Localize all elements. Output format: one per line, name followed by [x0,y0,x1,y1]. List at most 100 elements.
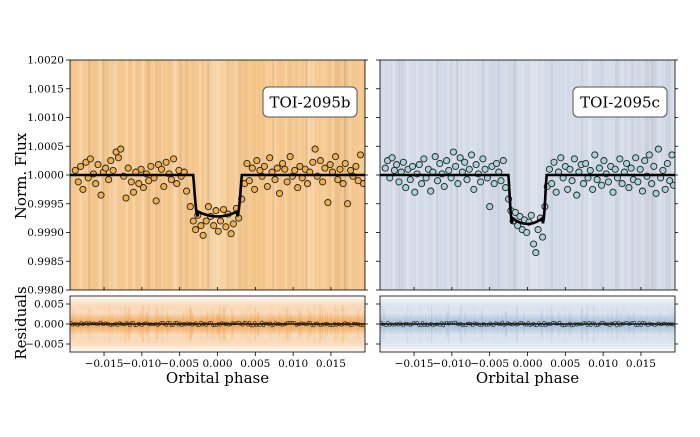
main-ytick-label: 1.0010 [27,112,64,124]
flux-point [390,166,398,174]
transit-model-curve [380,173,675,226]
flux-point [408,162,417,170]
flux-point [321,164,329,172]
flux-point [427,187,435,195]
flux-point [566,165,574,173]
flux-point [352,162,360,170]
xtick-label: 0.010 [278,358,308,370]
flux-point [253,157,261,165]
flux-point [109,166,117,174]
flux-point [222,223,230,231]
flux-point [326,161,334,169]
main-ytick-label: 1.0005 [27,141,64,153]
flux-point [548,180,556,188]
flux-point [418,180,426,188]
flux-point [227,230,235,238]
flux-point [92,180,100,188]
flux-point [388,154,396,162]
flux-point [77,162,85,170]
flux-point [598,181,606,189]
residual-point [500,320,504,325]
main-ytick-label: 0.9985 [27,256,64,268]
flux-point [160,182,168,191]
flux-point [74,178,82,186]
flux-point [668,151,675,159]
flux-point [359,180,365,188]
flux-point [204,203,212,211]
flux-point [210,222,218,230]
flux-point [189,217,197,225]
xtick-label: 0.015 [626,358,656,370]
flux-point [650,162,658,170]
flux-point [420,155,428,163]
flux-point [652,189,660,197]
flux-point [411,188,419,196]
residual-point [251,323,255,328]
flux-point [339,180,347,188]
flux-point [654,145,662,153]
flux-point [402,184,410,192]
flux-point [516,212,524,220]
flux-point [433,177,442,185]
flux-point [129,188,138,196]
flux-point [604,178,612,186]
flux-point [669,181,675,189]
residual-point [260,320,264,325]
flux-point [472,161,480,169]
flux-point [618,180,626,188]
xtick-label: 0.005 [240,358,270,370]
flux-point [245,177,253,185]
xtick-label: −0.005 [160,358,199,370]
flux-point [586,166,594,174]
flux-point [122,194,130,202]
flux-point [296,162,304,170]
flux-point [532,249,540,257]
flux-point [243,159,251,168]
flux-point [589,185,597,193]
flux-point [336,165,344,173]
flux-point [609,188,617,196]
xtick-label: −0.010 [122,358,161,370]
flux-point [591,151,599,159]
flux-point [220,205,228,214]
flux-point [186,203,194,211]
flux-point [137,165,145,173]
flux-point [281,165,289,173]
flux-point [117,145,125,153]
flux-point [666,177,674,185]
flux-point [636,165,644,173]
flux-point [192,226,200,234]
flux-point [406,176,414,184]
flux-point [279,159,287,168]
flux-point [616,155,624,163]
flux-point [593,176,601,184]
planet-label-box [572,86,668,118]
xtick-label: −0.005 [470,358,509,370]
panel-toi-2095b: 0.9980 0.9985 0.9990 0.9995 1.0000 1.0005 1.00… [25,55,368,387]
flux-point [634,178,642,186]
flux-point [127,178,135,186]
flux-point [395,178,403,186]
flux-point [107,157,115,165]
flux-point [162,158,170,166]
flux-point [461,158,469,166]
flux-point [481,165,489,173]
flux-point [275,189,284,197]
resid-ylabel: Residuals [12,286,30,359]
flux-point [197,222,205,230]
flux-point [477,178,485,186]
flux-point [139,184,147,192]
flux-point [595,164,603,172]
flux-point [94,161,102,169]
flux-point [511,208,519,216]
flux-point [648,180,656,188]
flux-point [271,176,279,184]
main-ytick-label: 1.0015 [27,83,64,95]
flux-point [248,164,256,172]
flux-point [399,158,407,166]
flux-point [623,159,631,168]
flux-point [283,178,291,186]
flux-point [347,166,355,174]
flux-point [454,180,462,188]
